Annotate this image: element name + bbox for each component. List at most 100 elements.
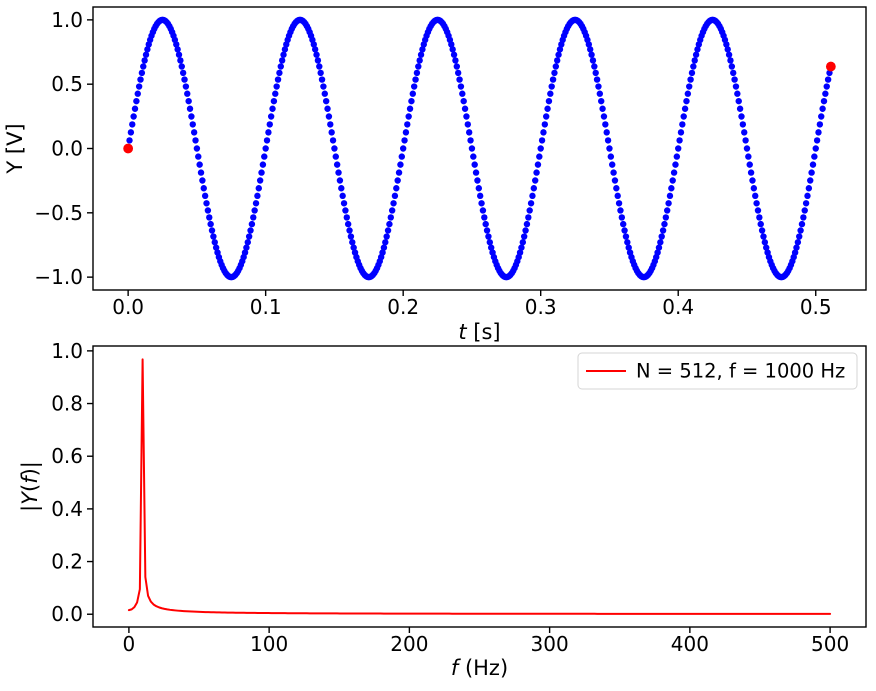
data-point xyxy=(472,169,480,176)
data-point xyxy=(482,220,489,228)
data-point xyxy=(449,46,456,53)
data-point xyxy=(395,169,403,176)
data-point xyxy=(276,69,283,77)
data-point xyxy=(460,97,467,105)
data-point xyxy=(184,90,191,97)
data-point xyxy=(815,129,822,136)
x-tick-label: 0.4 xyxy=(662,295,694,319)
data-point xyxy=(595,83,602,90)
data-point xyxy=(822,90,829,97)
data-point xyxy=(475,185,483,192)
data-point xyxy=(324,105,331,112)
data-point xyxy=(479,207,487,214)
data-point xyxy=(252,200,260,207)
data-point xyxy=(679,121,686,128)
data-point xyxy=(610,169,617,176)
data-point xyxy=(621,227,628,234)
x-tick-label: 0.3 xyxy=(525,295,557,319)
data-point xyxy=(529,192,536,200)
data-point xyxy=(754,207,762,214)
data-point xyxy=(820,97,828,105)
x-tick-label: 400 xyxy=(671,632,709,656)
data-point xyxy=(190,129,198,136)
data-point xyxy=(615,200,623,207)
data-point xyxy=(402,129,410,136)
data-point xyxy=(328,129,335,136)
data-point xyxy=(522,227,529,234)
data-point xyxy=(327,121,334,128)
data-point xyxy=(463,113,470,120)
data-point xyxy=(349,239,356,246)
data-point xyxy=(344,220,352,228)
data-point xyxy=(393,185,400,192)
data-point xyxy=(450,51,458,58)
data-point xyxy=(478,200,485,207)
data-point xyxy=(401,137,408,144)
data-point xyxy=(448,41,455,48)
data-point xyxy=(481,214,488,221)
data-point xyxy=(459,90,466,97)
data-point xyxy=(746,161,753,168)
data-point xyxy=(804,192,811,200)
data-point xyxy=(340,200,348,207)
data-point xyxy=(672,161,679,168)
data-point xyxy=(398,153,405,160)
data-point xyxy=(391,192,399,200)
frequency-domain-spines xyxy=(92,345,867,628)
data-point xyxy=(680,113,687,120)
data-point xyxy=(241,249,249,256)
data-point xyxy=(453,63,461,70)
data-point xyxy=(212,244,220,251)
data-point xyxy=(525,214,532,221)
data-point xyxy=(686,83,693,90)
data-point xyxy=(251,207,258,214)
data-point xyxy=(263,137,271,144)
data-point xyxy=(388,207,396,214)
data-point xyxy=(347,233,355,240)
data-point xyxy=(141,57,148,64)
data-point xyxy=(138,69,146,77)
data-point xyxy=(666,192,674,200)
data-point xyxy=(752,192,759,200)
frequency-domain-ylabel: |Y(f)| xyxy=(18,461,43,512)
data-point xyxy=(760,233,767,240)
data-point xyxy=(681,105,689,112)
data-point xyxy=(527,200,535,207)
data-point xyxy=(408,97,415,105)
data-point xyxy=(350,244,357,251)
data-point xyxy=(743,145,751,152)
data-point xyxy=(321,90,328,97)
data-point xyxy=(533,169,540,176)
data-point xyxy=(310,41,317,48)
y-tick-label: 0.2 xyxy=(51,550,83,574)
data-point xyxy=(415,63,422,70)
data-point xyxy=(807,177,814,184)
data-point xyxy=(600,113,608,120)
data-point xyxy=(657,239,664,246)
data-point xyxy=(690,63,697,70)
data-point xyxy=(413,69,421,77)
x-tick-label: 0 xyxy=(123,632,136,656)
data-point xyxy=(175,51,183,58)
data-point xyxy=(620,220,627,228)
data-point xyxy=(659,227,667,234)
data-point xyxy=(823,83,830,90)
y-tick-label: −0.5 xyxy=(34,201,83,225)
x-tick-label: 0.1 xyxy=(250,295,282,319)
y-tick-label: 0.0 xyxy=(51,602,83,626)
frequency-domain-axes: 0 100 200 300 400 500 1.0 0.8 0.6 0.4 0.2 0.0 f (Hz)… xyxy=(18,339,867,680)
data-point xyxy=(456,76,463,83)
data-point xyxy=(248,220,256,228)
data-point xyxy=(684,90,692,97)
time-domain-axes: 0.0 0.1 0.2 0.3 0.4 0.5 1.0 0.5 0.0 −0.5 −1.0 t [s]… xyxy=(3,6,867,344)
data-point xyxy=(796,233,803,240)
data-point xyxy=(669,177,676,184)
data-point xyxy=(336,177,344,184)
data-point xyxy=(532,177,539,184)
data-point xyxy=(725,51,733,58)
data-point xyxy=(412,76,419,83)
legend-box xyxy=(577,352,858,390)
data-point xyxy=(688,69,696,77)
data-point xyxy=(543,113,550,120)
